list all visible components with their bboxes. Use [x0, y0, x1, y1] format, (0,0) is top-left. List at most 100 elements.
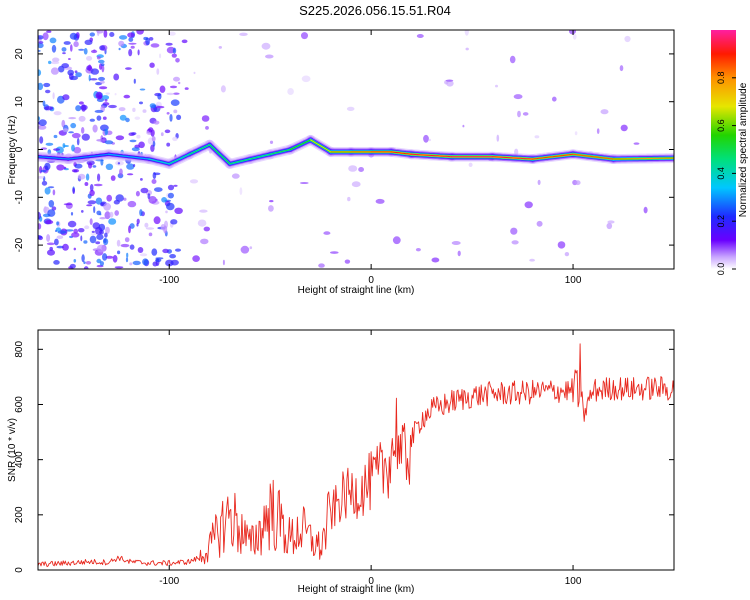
- noise-blob: [193, 71, 196, 75]
- noise-blob: [171, 53, 177, 58]
- noise-blob: [132, 107, 136, 112]
- noise-blob: [53, 148, 60, 151]
- colorbar: 0.0 0.2 0.4 0.6 0.8 Normalized spectral ampl…: [711, 30, 749, 275]
- noise-blob: [265, 54, 274, 59]
- noise-blob: [166, 92, 175, 96]
- noise-blob: [153, 172, 161, 176]
- noise-blob: [624, 35, 631, 43]
- noise-blob: [98, 59, 105, 64]
- ridge-segment: [310, 139, 332, 153]
- noise-blob: [175, 58, 180, 63]
- noise-blob: [62, 143, 66, 149]
- noise-blob: [52, 57, 60, 63]
- noise-blob: [81, 210, 84, 213]
- noise-blob: [120, 243, 130, 248]
- snr-y-ticks: 0 200 400 600 800: [14, 341, 674, 573]
- noise-blob: [144, 222, 149, 228]
- noise-blob: [83, 261, 86, 264]
- noise-blob: [56, 245, 64, 249]
- noise-blob: [108, 104, 117, 109]
- noise-blob: [71, 232, 80, 238]
- noise-blob: [52, 189, 56, 196]
- noise-blob: [166, 112, 170, 115]
- noise-blob: [93, 183, 103, 187]
- noise-blob: [495, 84, 498, 88]
- noise-blob: [173, 92, 180, 95]
- noise-blob: [84, 39, 93, 45]
- noise-blob: [117, 162, 121, 165]
- noise-blob: [101, 64, 105, 73]
- colorbar-label: Normalized spectral amplitude: [738, 82, 749, 217]
- noise-blob: [115, 194, 124, 202]
- noise-blob: [358, 167, 364, 172]
- noise-blob: [164, 129, 171, 134]
- noise-blob: [96, 56, 101, 60]
- noise-blob: [96, 258, 102, 264]
- noise-blob: [173, 76, 180, 82]
- noise-blob: [96, 234, 104, 241]
- noise-blob: [104, 128, 109, 136]
- noise-blob: [40, 169, 47, 173]
- noise-blob: [347, 196, 351, 202]
- noise-blob: [151, 179, 157, 184]
- noise-blob: [73, 169, 78, 173]
- noise-blob: [96, 244, 106, 253]
- noise-blob: [129, 223, 135, 229]
- noise-blob: [77, 228, 85, 233]
- noise-blob: [600, 109, 609, 115]
- noise-blob: [142, 258, 149, 266]
- noise-blob: [95, 226, 103, 235]
- noise-blob: [92, 124, 98, 133]
- noise-blob: [346, 106, 355, 111]
- noise-blob: [318, 263, 325, 268]
- noise-blob: [89, 189, 95, 197]
- noise-blob: [205, 126, 209, 130]
- noise-blob: [128, 225, 131, 234]
- noise-blob: [165, 259, 174, 267]
- noise-blob: [165, 210, 168, 214]
- noise-blob: [169, 114, 173, 122]
- noise-blob: [100, 158, 104, 166]
- y-tick-label: 0: [14, 567, 25, 573]
- noise-blob: [135, 190, 140, 197]
- noise-blob: [70, 44, 73, 52]
- noise-blob: [53, 111, 62, 116]
- noise-blob: [47, 249, 55, 256]
- noise-blob: [509, 55, 516, 64]
- noise-blob: [151, 136, 156, 142]
- y-tick-label: 200: [14, 506, 25, 523]
- noise-blob: [127, 32, 135, 38]
- noise-blob: [103, 202, 111, 211]
- noise-blob: [51, 44, 57, 53]
- noise-blob: [56, 164, 65, 171]
- noise-blob: [175, 248, 181, 252]
- noise-blob: [299, 182, 309, 184]
- noise-blob: [101, 95, 110, 100]
- noise-blob: [574, 131, 578, 136]
- noise-blob: [199, 209, 208, 213]
- noise-blob: [330, 251, 339, 254]
- noise-blob: [110, 175, 116, 181]
- ridge-segment: [209, 144, 231, 165]
- noise-blob: [197, 219, 207, 227]
- noise-blob: [68, 131, 74, 134]
- noise-blob: [301, 75, 311, 83]
- noise-blob: [192, 255, 200, 262]
- noise-blob: [73, 41, 79, 48]
- noise-blob: [151, 129, 155, 136]
- noise-blob: [115, 135, 125, 141]
- noise-blob: [575, 180, 581, 186]
- noise-blob: [39, 136, 44, 144]
- noise-blob: [62, 52, 66, 55]
- snr-frame: [37, 329, 675, 571]
- noise-blob: [464, 30, 469, 36]
- noise-blob: [524, 201, 533, 209]
- noise-blob: [43, 82, 51, 88]
- noise-blob: [139, 209, 143, 217]
- noise-blob: [70, 75, 78, 81]
- noise-blob: [88, 74, 91, 82]
- ridge-segment: [168, 153, 190, 165]
- noise-blob: [97, 173, 101, 182]
